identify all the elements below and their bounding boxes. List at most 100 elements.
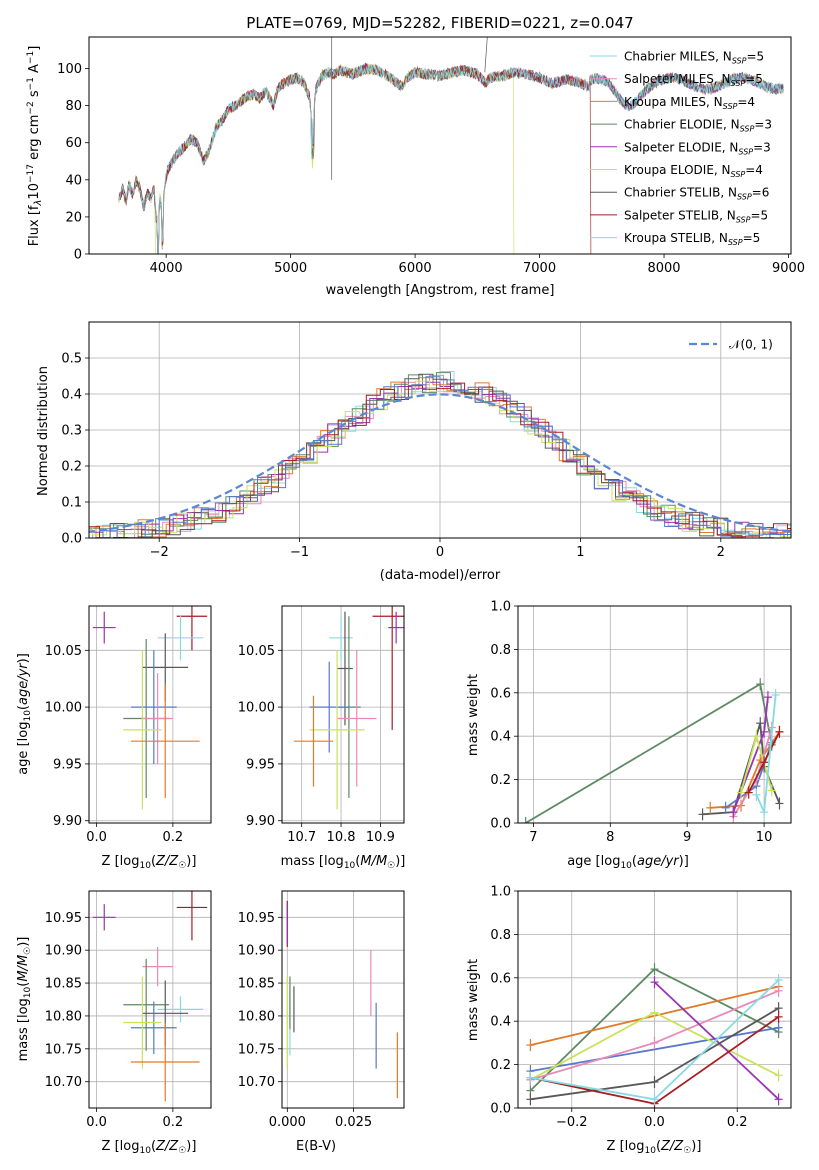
axes-frame — [281, 605, 405, 824]
y-tick-label: 0.2 — [490, 773, 511, 788]
x-tick-label: 0.000 — [269, 1115, 306, 1130]
y-tick-label: 60 — [65, 136, 82, 151]
x-tick-label: 0.0 — [644, 1115, 665, 1130]
normal-curve — [89, 393, 791, 533]
spectrum-line — [118, 63, 784, 254]
z-weight-panel: Z [log10(Z/Z☉)] mass weight −0.2 0.0 0.2 0.… — [466, 885, 792, 1156]
x-tick-label: 7 — [529, 830, 537, 845]
y-tick-label: 1.0 — [490, 885, 511, 900]
x-tick-label: 10.8 — [327, 830, 356, 845]
y-tick-label: 0.8 — [490, 643, 511, 658]
x-tick-label: 0 — [436, 545, 444, 560]
spectrum-line — [118, 62, 784, 254]
mass-age-panel: mass [log10(M/M☉)] 10.7 10.8 10.9 9.90 9.95 1… — [238, 605, 406, 871]
ebv-mass-panel: E(B-V) 0.000 0.025 10.70 10.75 10.80 10.85 10.… — [238, 890, 405, 1154]
y-tick-label: 10.05 — [45, 644, 82, 659]
y-tick-label: 0.0 — [490, 817, 511, 832]
y-tick-label: 0.4 — [490, 1015, 511, 1030]
x-tick-label: 7000 — [523, 261, 556, 276]
spectrum-line — [118, 63, 592, 254]
y-tick-label: 10.85 — [45, 977, 82, 992]
x-axis-label: Z [log10(Z/Z☉)] — [607, 1139, 702, 1156]
y-tick-label: 0.1 — [61, 496, 82, 511]
y-tick-label: 10.80 — [238, 1009, 275, 1024]
legend-label: Chabrier MILES, NSSP=5 — [624, 50, 764, 66]
weight-lines — [526, 963, 783, 1108]
histogram-step — [89, 376, 791, 538]
x-tick-label: 10 — [756, 830, 773, 845]
y-axis-label: mass weight — [466, 674, 481, 756]
x-axis-label: mass [log10(M/M☉)] — [281, 854, 406, 871]
legend-label: Kroupa ELODIE, NSSP=4 — [624, 163, 763, 179]
x-tick-label: 8000 — [647, 261, 680, 276]
y-tick-label: 0.3 — [61, 424, 82, 439]
axes-frame — [88, 605, 212, 824]
y-tick-label: 10.95 — [45, 911, 82, 926]
x-tick-label: −1 — [290, 545, 309, 560]
weight-line — [530, 1026, 779, 1072]
y-axis-label: age [log10(age/yr)] — [16, 653, 33, 775]
y-tick-label: 0.6 — [490, 971, 511, 986]
x-tick-label: 9000 — [772, 261, 805, 276]
y-tick-label: 10.95 — [238, 911, 275, 926]
x-tick-label: 5000 — [274, 261, 307, 276]
axes-frame — [88, 36, 792, 255]
legend-label: Kroupa MILES, NSSP=4 — [624, 95, 755, 111]
spectrum-panel: PLATE=0769, MJD=52282, FIBERID=0221, z=0… — [26, 14, 805, 298]
y-tick-label: 10.90 — [45, 944, 82, 959]
spectrum-line — [118, 63, 784, 254]
y-tick-label: 0.2 — [61, 460, 82, 475]
x-axis-label: (data-model)/error — [380, 568, 501, 583]
x-tick-label: −2 — [150, 545, 169, 560]
axes-frame — [88, 321, 792, 539]
x-axis-label: Z [log10(Z/Z☉)] — [102, 1139, 197, 1156]
y-tick-label: 80 — [65, 99, 82, 114]
legend-label: Kroupa STELIB, NSSP=5 — [624, 231, 760, 247]
x-axis-label: age [log10(age/yr)] — [567, 854, 689, 871]
chart-title: PLATE=0769, MJD=52282, FIBERID=0221, z=0… — [246, 14, 633, 32]
histogram-step — [89, 377, 791, 538]
histograms — [89, 371, 791, 538]
x-tick-label: 9 — [683, 830, 691, 845]
axes-frame — [88, 890, 212, 1109]
x-axis-label: wavelength [Angstrom, rest frame] — [326, 283, 555, 298]
legend-label: 𝒩(0, 1) — [729, 338, 773, 352]
axes-frame — [517, 605, 792, 824]
x-axis-label: E(B-V) — [296, 1139, 336, 1154]
x-axis-label: Z [log10(Z/Z☉)] — [102, 854, 197, 871]
x-tick-label: 0.0 — [86, 1115, 107, 1130]
y-tick-label: 9.90 — [246, 814, 275, 829]
x-tick-label: 0.0 — [86, 830, 107, 845]
y-tick-label: 0.2 — [490, 1058, 511, 1073]
x-tick-label: 8 — [606, 830, 614, 845]
y-axis-label: mass [log10(M/M☉)] — [16, 937, 33, 1062]
x-tick-label: −0.2 — [556, 1115, 588, 1130]
y-tick-label: 10.80 — [45, 1009, 82, 1024]
x-tick-label: 1 — [576, 545, 584, 560]
y-tick-label: 0.6 — [490, 686, 511, 701]
spectrum-spike — [484, 37, 488, 73]
legend-label: Salpeter ELODIE, NSSP=3 — [624, 140, 771, 156]
histogram-step — [89, 380, 791, 538]
y-tick-label: 0.0 — [61, 532, 82, 547]
error-bars — [293, 606, 404, 810]
residual-histogram-panel: (data-model)/error Normed distribution −… — [36, 321, 792, 583]
y-axis-label: Normed distribution — [36, 366, 51, 496]
x-tick-label: 0.025 — [335, 1115, 372, 1130]
y-tick-label: 20 — [65, 210, 82, 225]
z-mass-panel: mass [log10(M/M☉)] Z [log10(Z/Z☉)] 0.0 0.… — [16, 890, 212, 1156]
x-tick-label: 0.2 — [163, 830, 184, 845]
x-tick-label: 10.9 — [366, 830, 395, 845]
spectrum-line — [118, 62, 784, 254]
y-tick-label: 10.70 — [45, 1075, 82, 1090]
x-tick-label: 0.2 — [163, 1115, 184, 1130]
spectrum-line — [118, 63, 784, 254]
legend-label: Chabrier STELIB, NSSP=6 — [624, 186, 769, 202]
axes-frame — [517, 890, 792, 1109]
y-tick-label: 10.75 — [238, 1042, 275, 1057]
y-tick-label: 10.70 — [238, 1075, 275, 1090]
y-tick-label: 10.05 — [238, 644, 275, 659]
histogram-step — [89, 382, 791, 538]
y-tick-label: 0 — [74, 248, 82, 263]
